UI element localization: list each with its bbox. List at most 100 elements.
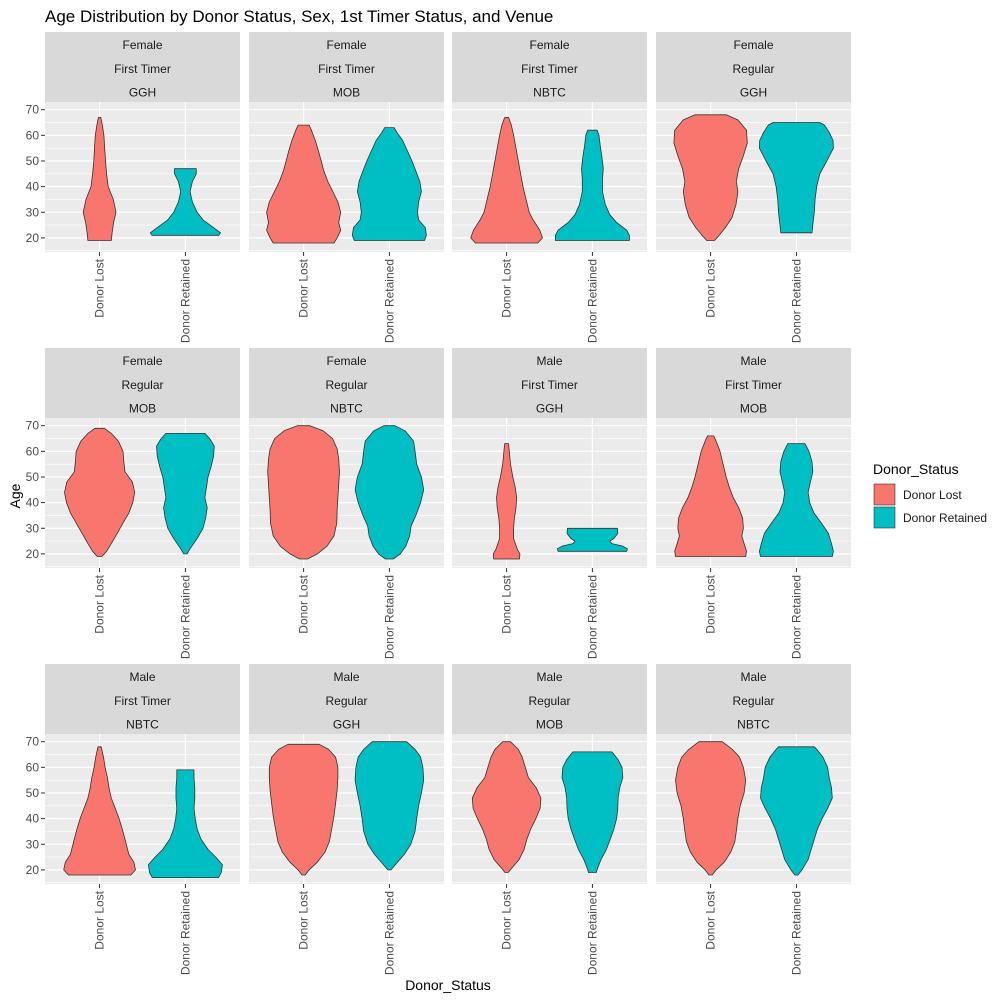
facet-strip <box>45 664 240 734</box>
facet-panel: Male Regular MOB Donor Lost Donor Retained <box>452 664 647 975</box>
legend-key-donor-lost <box>873 483 896 506</box>
x-tick-label: Donor Lost <box>93 890 107 949</box>
x-tick-label: Donor Lost <box>297 258 311 317</box>
facet-strip <box>452 664 647 734</box>
x-tick-label: Donor Retained <box>585 891 599 975</box>
x-tick-label: Donor Lost <box>704 890 718 949</box>
violin-donor-lost <box>673 114 748 241</box>
facet-strip <box>249 348 444 418</box>
strip-label: Male <box>536 354 562 368</box>
legend-key-donor-retained <box>873 506 896 529</box>
strip-label: First Timer <box>521 62 578 76</box>
y-axis-title: Age <box>7 483 23 508</box>
y-tick-label: 60 <box>26 760 40 774</box>
strip-label: First Timer <box>114 62 171 76</box>
facet-strip <box>249 32 444 102</box>
x-tick-label: Donor Retained <box>382 259 396 343</box>
x-tick-label: Donor Lost <box>704 574 718 633</box>
y-tick-label: 40 <box>26 496 40 510</box>
strip-label: Male <box>129 670 155 684</box>
chart-title: Age Distribution by Donor Status, Sex, 1… <box>45 7 553 26</box>
strip-label: NBTC <box>126 718 159 732</box>
x-tick-label: Donor Retained <box>585 259 599 343</box>
facet-strip <box>656 664 851 734</box>
strip-label: NBTC <box>533 86 566 100</box>
strip-label: First Timer <box>114 694 171 708</box>
y-tick-label: 70 <box>26 735 40 749</box>
strip-label: GGH <box>129 86 156 100</box>
x-tick-label: Donor Lost <box>500 890 514 949</box>
y-tick-label: 40 <box>26 180 40 194</box>
legend-label-donor-retained: Donor Retained <box>903 511 987 525</box>
x-tick-label: Donor Lost <box>500 258 514 317</box>
facet-panel: Male First Timer MOB Donor Lost Donor Retain… <box>656 348 851 659</box>
violin-donor-lost <box>63 746 136 876</box>
y-tick-label: 40 <box>26 812 40 826</box>
facet-panel: Female First Timer MOB Donor Lost Donor Reta… <box>249 32 444 343</box>
x-tick-label: Donor Retained <box>585 575 599 659</box>
violin-donor-lost <box>266 124 342 244</box>
facet-panel: Male Regular NBTC Donor Lost Donor Retained <box>656 664 851 975</box>
y-tick-label: 60 <box>26 128 40 142</box>
x-tick-label: Donor Lost <box>93 574 107 633</box>
y-tick-label: 20 <box>26 547 40 561</box>
facet-panel: Female Regular MOB Donor Lost Donor Retained… <box>26 348 240 659</box>
violin-donor-retained <box>555 129 630 241</box>
facet-panel: Male Regular GGH Donor Lost Donor Retained <box>249 664 444 975</box>
facet-panel: Female Regular GGH Donor Lost Donor Retained <box>656 32 851 343</box>
strip-label: Regular <box>325 378 367 392</box>
y-tick-label: 70 <box>26 419 40 433</box>
strip-label: Male <box>536 670 562 684</box>
x-tick-label: Donor Lost <box>93 258 107 317</box>
violin-donor-lost <box>675 741 747 876</box>
strip-label: GGH <box>740 86 767 100</box>
violin-donor-retained <box>354 741 425 871</box>
x-tick-label: Donor Retained <box>382 891 396 975</box>
violin-donor-retained <box>354 425 425 560</box>
y-tick-label: 70 <box>26 103 40 117</box>
strip-label: GGH <box>333 718 360 732</box>
strip-label: Regular <box>528 694 570 708</box>
violin-donor-retained <box>759 443 834 557</box>
violin-donor-retained <box>760 746 833 876</box>
violin-donor-retained <box>556 527 628 552</box>
y-tick-label: 50 <box>26 470 40 484</box>
violin-donor-retained <box>759 122 834 234</box>
panel-background <box>452 418 647 568</box>
x-tick-label: Donor Retained <box>789 259 803 343</box>
strip-label: Regular <box>121 378 163 392</box>
y-tick-label: 20 <box>26 863 40 877</box>
violin-donor-lost <box>267 425 340 560</box>
facet-panel: Male First Timer NBTC Donor Lost Donor Retai… <box>26 664 240 975</box>
violin-donor-retained <box>561 751 624 873</box>
x-tick-label: Donor Retained <box>178 259 192 343</box>
y-tick-label: 50 <box>26 786 40 800</box>
facet-strip <box>249 664 444 734</box>
strip-label: First Timer <box>521 378 578 392</box>
violin-donor-lost <box>470 117 543 244</box>
facet-panel: Female First Timer NBTC Donor Lost Donor Ret… <box>452 32 647 343</box>
x-tick-label: Donor Retained <box>789 575 803 659</box>
strip-label: NBTC <box>737 718 770 732</box>
violin-donor-retained <box>156 433 215 555</box>
violin-donor-lost <box>82 117 117 241</box>
facet-strip <box>452 32 647 102</box>
strip-label: First Timer <box>318 62 375 76</box>
strip-label: GGH <box>536 402 563 416</box>
strip-label: Female <box>122 38 162 52</box>
y-tick-label: 30 <box>26 205 40 219</box>
strip-label: MOB <box>333 86 360 100</box>
facet-panel: Male First Timer GGH Donor Lost Donor Retain… <box>452 348 647 659</box>
y-tick-label: 20 <box>26 231 40 245</box>
x-tick-label: Donor Retained <box>382 575 396 659</box>
facet-strip <box>656 348 851 418</box>
legend-label-donor-lost: Donor Lost <box>903 488 962 502</box>
strip-label: NBTC <box>330 402 363 416</box>
legend-title: Donor_Status <box>873 461 959 477</box>
strip-label: Male <box>333 670 359 684</box>
facet-strip <box>452 348 647 418</box>
y-tick-label: 50 <box>26 154 40 168</box>
violin-donor-lost <box>492 443 521 560</box>
violin-donor-lost <box>674 435 747 557</box>
strip-label: Regular <box>732 694 774 708</box>
